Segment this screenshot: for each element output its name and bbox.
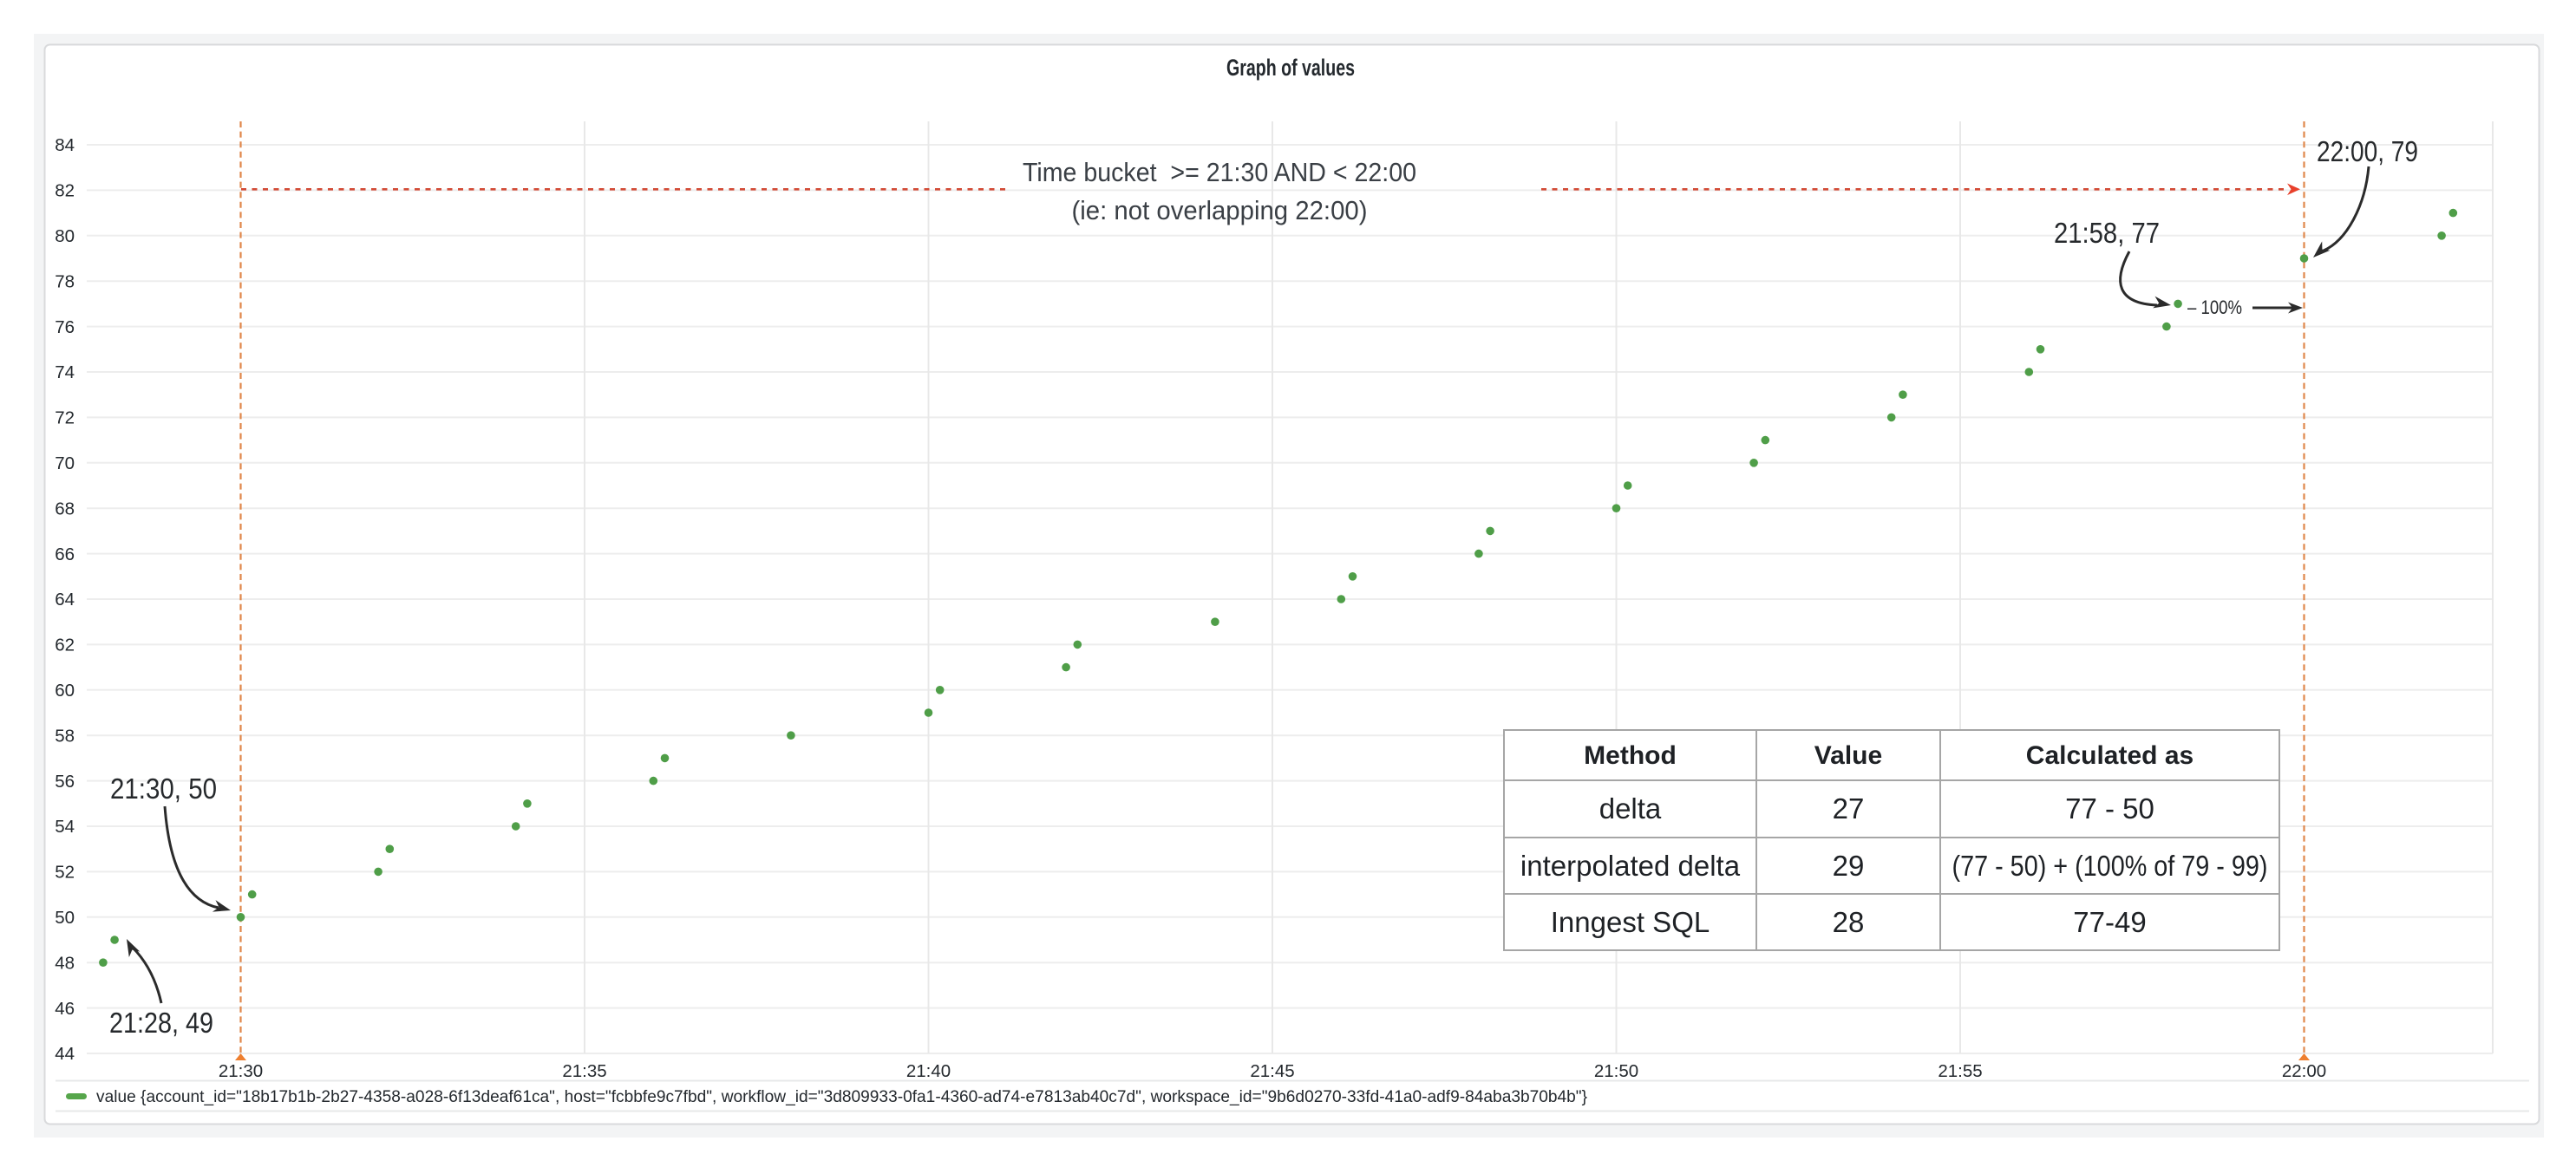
- svg-text:46: 46: [55, 999, 75, 1019]
- svg-text:interpolated delta: interpolated delta: [1520, 850, 1741, 882]
- svg-text:delta: delta: [1599, 792, 1662, 825]
- svg-text:27: 27: [1833, 792, 1865, 825]
- svg-text:78: 78: [55, 271, 75, 291]
- svg-text:(ie: not overlapping 22:00): (ie: not overlapping 22:00): [1072, 195, 1368, 225]
- svg-text:54: 54: [55, 817, 75, 837]
- svg-text:21:28, 49: 21:28, 49: [109, 1007, 213, 1039]
- svg-text:(77 - 50) + (100% of 79 - 99): (77 - 50) + (100% of 79 - 99): [1952, 850, 2268, 882]
- svg-text:21:30: 21:30: [219, 1061, 263, 1081]
- svg-text:76: 76: [55, 317, 75, 337]
- svg-text:29: 29: [1833, 850, 1865, 882]
- svg-text:21:30, 50: 21:30, 50: [110, 773, 217, 805]
- svg-text:22:00, 79: 22:00, 79: [2317, 135, 2418, 167]
- svg-text:74: 74: [55, 362, 75, 382]
- svg-text:21:45: 21:45: [1250, 1061, 1294, 1081]
- svg-text:22:00: 22:00: [2282, 1061, 2326, 1081]
- svg-text:21:40: 21:40: [906, 1061, 951, 1081]
- svg-text:56: 56: [55, 772, 75, 792]
- svg-text:77 - 50: 77 - 50: [2065, 792, 2154, 825]
- svg-text:48: 48: [55, 953, 75, 973]
- svg-text:77-49: 77-49: [2073, 906, 2146, 938]
- svg-text:Calculated as: Calculated as: [2026, 741, 2194, 770]
- svg-text:60: 60: [55, 681, 75, 701]
- svg-text:64: 64: [55, 590, 75, 610]
- svg-text:68: 68: [55, 499, 75, 518]
- svg-text:21:58, 77: 21:58, 77: [2054, 217, 2160, 249]
- svg-text:Method: Method: [1584, 741, 1677, 770]
- svg-text:– 100%: – 100%: [2187, 297, 2242, 318]
- svg-text:84: 84: [55, 135, 75, 155]
- svg-text:58: 58: [55, 726, 75, 746]
- svg-text:21:50: 21:50: [1594, 1061, 1638, 1081]
- svg-text:Graph of values: Graph of values: [1226, 55, 1355, 81]
- svg-text:82: 82: [55, 181, 75, 201]
- svg-text:Inngest SQL: Inngest SQL: [1551, 906, 1710, 938]
- svg-text:Time bucket >= 21:30 AND < 22: Time bucket >= 21:30 AND < 22:00: [1023, 157, 1416, 187]
- svg-text:52: 52: [55, 863, 75, 883]
- svg-text:44: 44: [55, 1044, 75, 1064]
- svg-text:Value: Value: [1814, 741, 1882, 770]
- svg-text:66: 66: [55, 544, 75, 564]
- svg-text:70: 70: [55, 453, 75, 473]
- svg-text:50: 50: [55, 908, 75, 928]
- svg-text:21:55: 21:55: [1938, 1061, 1982, 1081]
- svg-text:80: 80: [55, 226, 75, 246]
- svg-text:value {account_id="18b17b1b-2b: value {account_id="18b17b1b-2b27-4358-a0…: [96, 1088, 1587, 1106]
- svg-text:21:35: 21:35: [562, 1061, 606, 1081]
- svg-text:62: 62: [55, 636, 75, 655]
- svg-text:72: 72: [55, 408, 75, 428]
- svg-text:28: 28: [1833, 906, 1865, 938]
